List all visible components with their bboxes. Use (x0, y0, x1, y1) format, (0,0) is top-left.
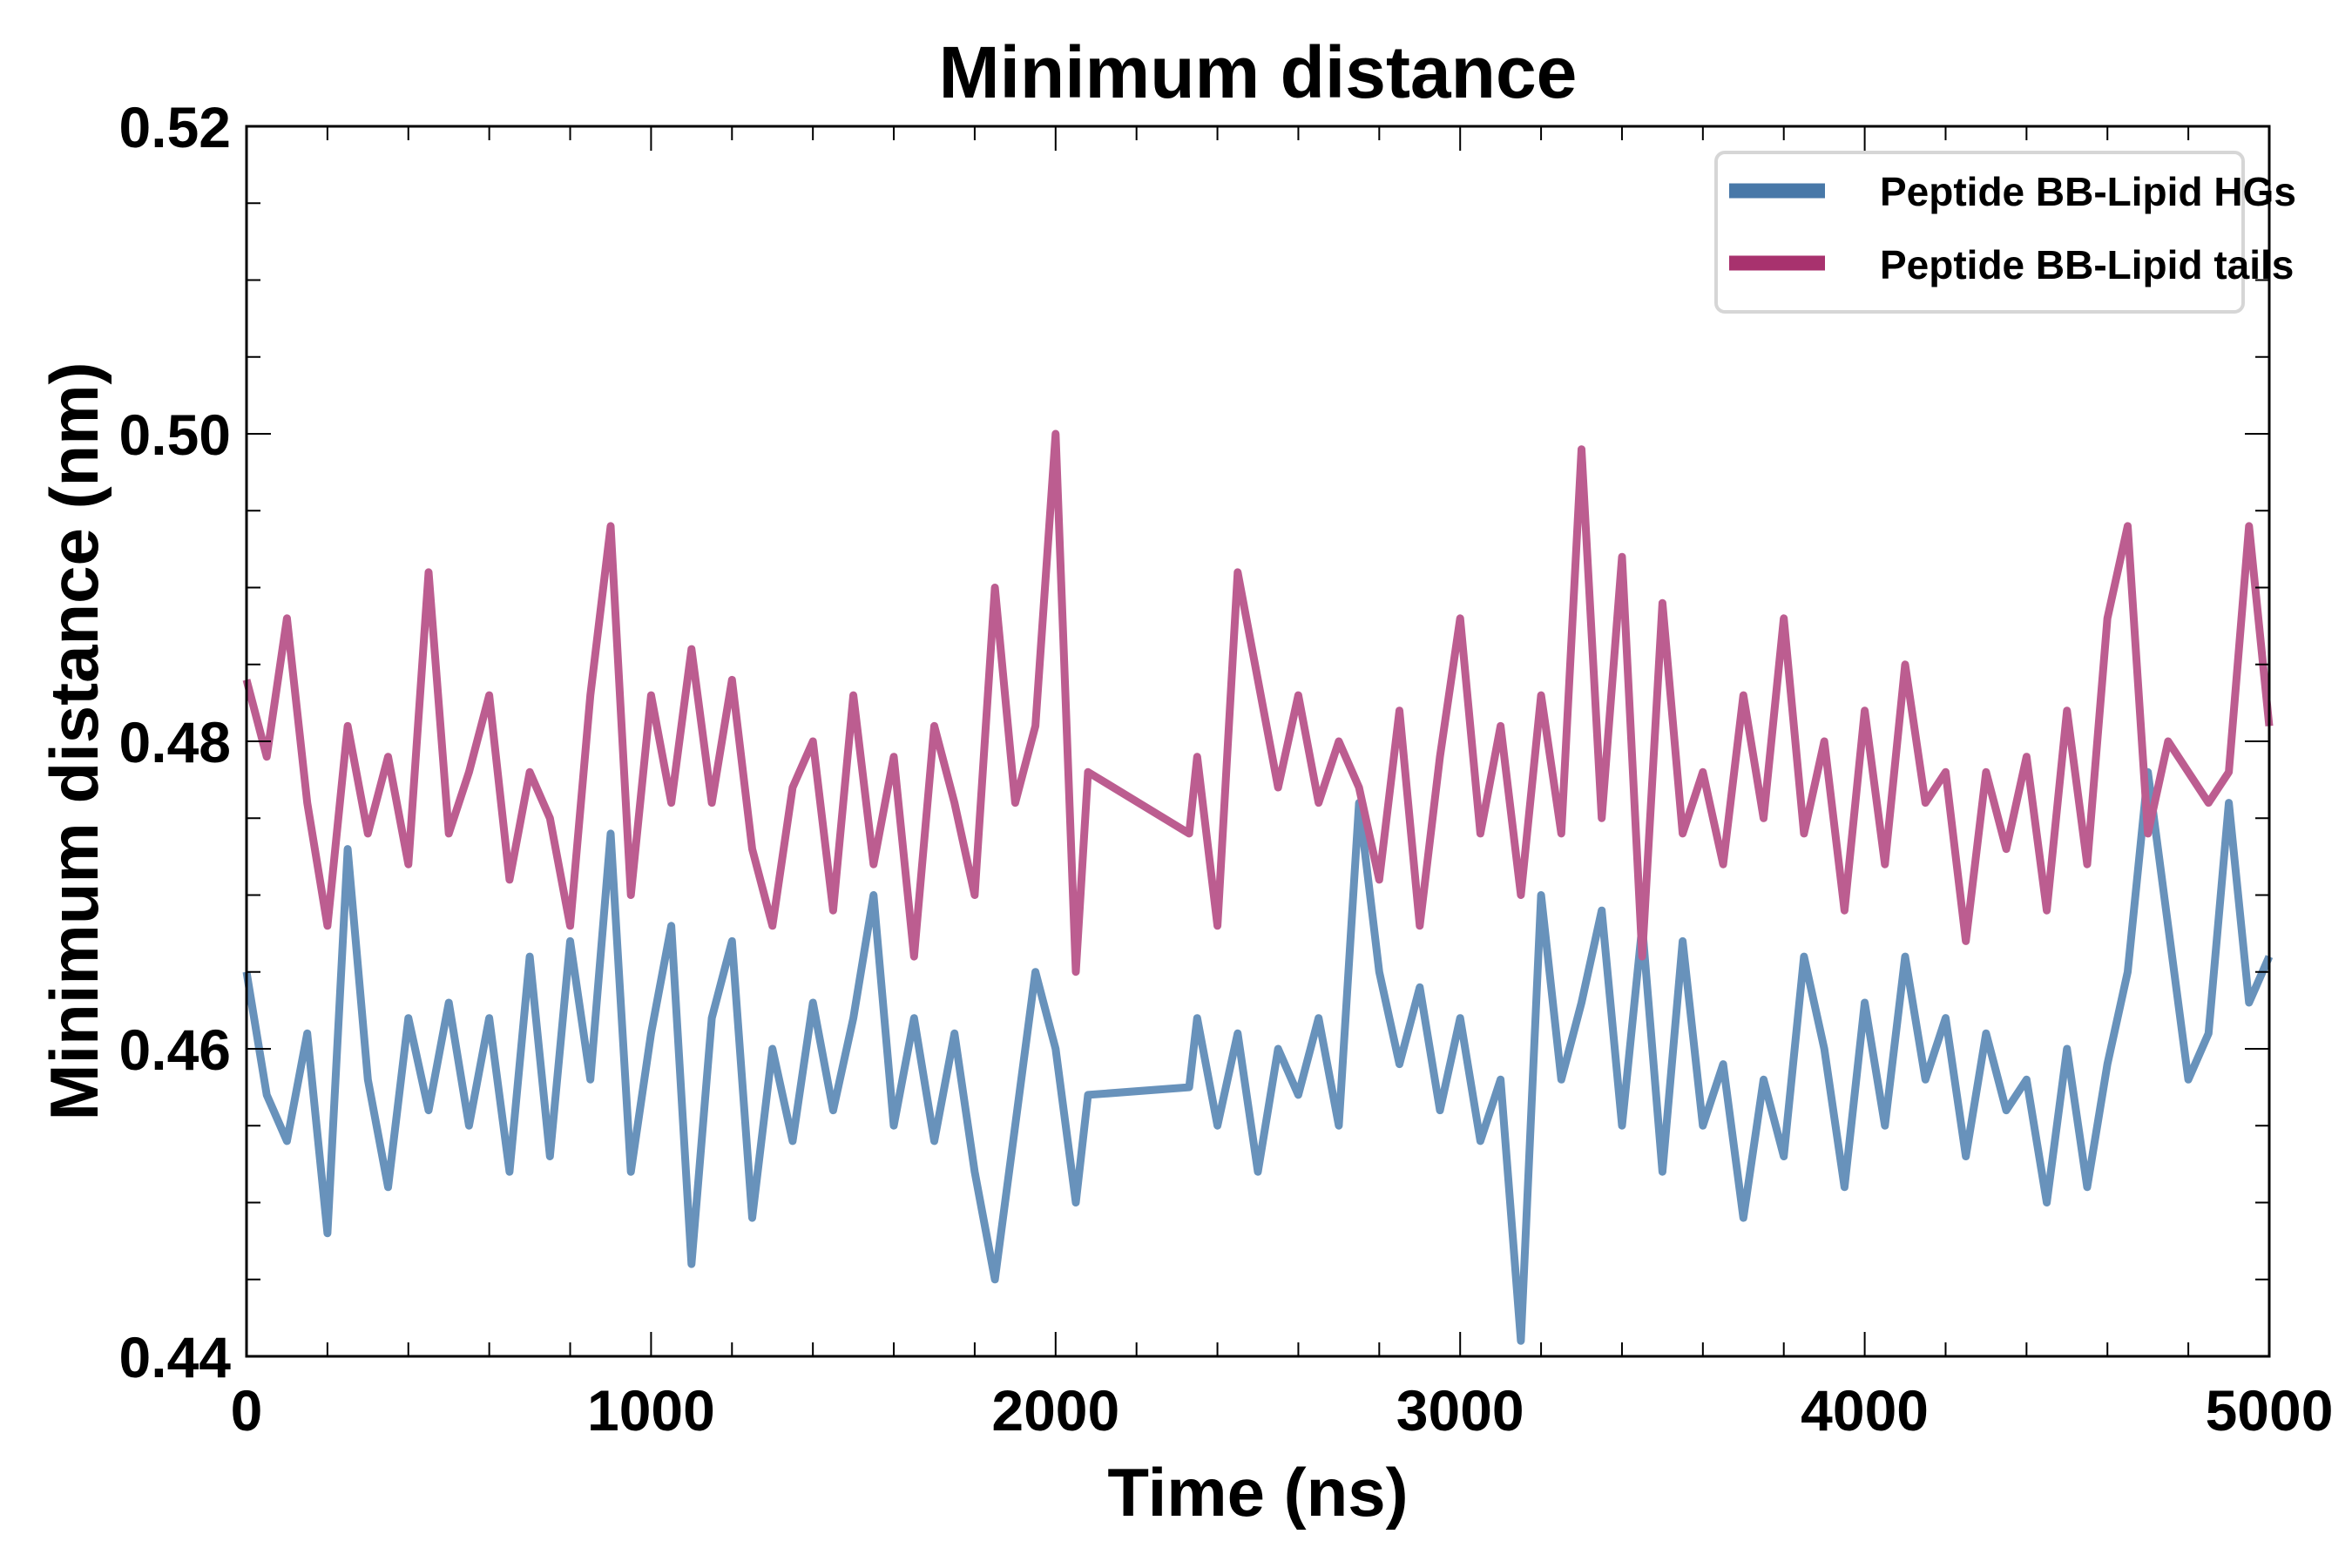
x-tick-label: 5000 (2206, 1378, 2334, 1443)
axis-ticks: 0 1000 2000 3000 4000 5000 0.44 0.46 0.48 0.50 0.5… (119, 95, 2334, 1443)
x-axis-label: Time (ns) (1107, 1454, 1408, 1531)
x-tick-label: 0 (231, 1378, 263, 1443)
y-tick-label: 0.52 (119, 95, 231, 159)
plot-lines (242, 429, 2274, 1345)
chart-title: Minimum distance (939, 31, 1578, 113)
y-tick-label: 0.46 (119, 1017, 231, 1082)
x-tick-label: 3000 (1396, 1378, 1524, 1443)
legend-label-tails: Peptide BB-Lipid tails (1880, 242, 2294, 287)
y-tick-label: 0.48 (119, 710, 231, 774)
x-tick-label: 4000 (1801, 1378, 1929, 1443)
legend-label-hgs: Peptide BB-Lipid HGs (1880, 169, 2296, 214)
y-tick-label: 0.44 (119, 1325, 232, 1389)
y-axis-label: Minimum distance (nm) (36, 362, 112, 1120)
series-line-1 (242, 429, 2274, 977)
legend: Peptide BB-Lipid HGs Peptide BB-Lipid ta… (1714, 151, 2296, 314)
series-line-0 (242, 767, 2274, 1345)
plot-frame (245, 125, 2271, 1358)
x-tick-label: 2000 (991, 1378, 1119, 1443)
x-tick-label: 1000 (587, 1378, 715, 1443)
legend-box (1714, 151, 2245, 314)
y-tick-label: 0.50 (119, 402, 231, 467)
